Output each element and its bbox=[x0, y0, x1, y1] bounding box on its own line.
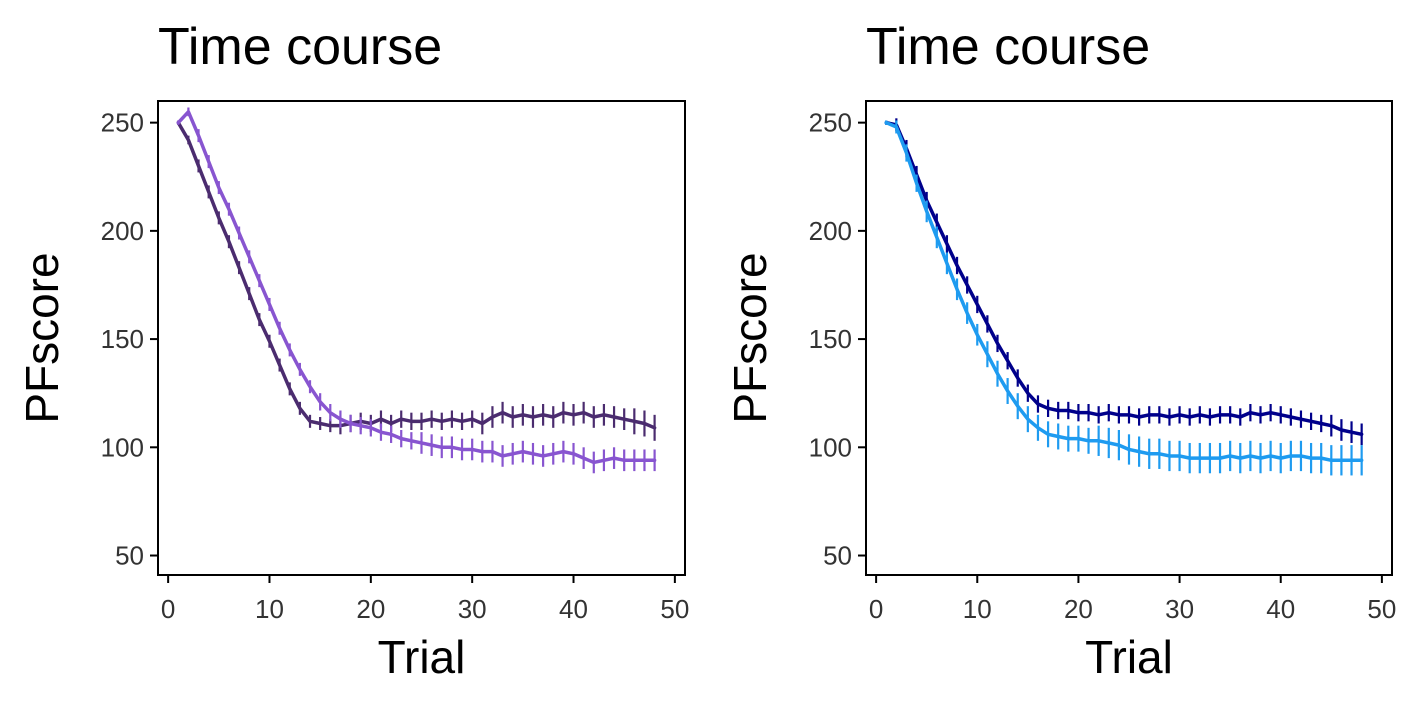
x-tick-label: 50 bbox=[1367, 594, 1396, 624]
x-tick-label: 50 bbox=[660, 594, 689, 624]
y-tick-label: 50 bbox=[823, 541, 852, 571]
x-tick-label: 20 bbox=[1064, 594, 1093, 624]
x-tick-label: 10 bbox=[255, 594, 284, 624]
x-tick-label: 10 bbox=[963, 594, 992, 624]
chart-panel-1: Time course 0 10 20 30 40 50 50 100 150 200 250 Tria… bbox=[16, 18, 689, 683]
x-axis-title: Trial bbox=[378, 631, 466, 683]
y-tick-label: 150 bbox=[101, 324, 144, 354]
x-axis-title: Trial bbox=[1085, 631, 1173, 683]
x-tick-label: 30 bbox=[458, 594, 487, 624]
x-tick-label: 40 bbox=[1266, 594, 1295, 624]
x-tick-label: 20 bbox=[356, 594, 385, 624]
series-line bbox=[884, 120, 1364, 437]
series-line bbox=[884, 120, 1364, 463]
chart-title: Time course bbox=[866, 18, 1150, 76]
x-tick-label: 30 bbox=[1165, 594, 1194, 624]
series-line bbox=[176, 110, 657, 465]
chart-title: Time course bbox=[158, 18, 442, 76]
series-1 bbox=[176, 120, 657, 441]
x-tick-label: 0 bbox=[161, 594, 175, 624]
plot-frame bbox=[157, 100, 686, 576]
y-tick-label: 100 bbox=[101, 432, 144, 462]
y-tick-label: 250 bbox=[101, 108, 144, 138]
y-axis-title: PFscore bbox=[16, 252, 68, 423]
plot-frame bbox=[865, 100, 1393, 576]
series-2 bbox=[176, 107, 657, 474]
y-tick-label: 50 bbox=[115, 541, 144, 571]
x-tick-label: 0 bbox=[869, 594, 883, 624]
y-tick-label: 200 bbox=[101, 216, 144, 246]
y-tick-label: 200 bbox=[809, 216, 852, 246]
x-tick-label: 40 bbox=[559, 594, 588, 624]
y-tick-label: 100 bbox=[809, 432, 852, 462]
y-tick-label: 150 bbox=[809, 324, 852, 354]
series-line bbox=[176, 120, 657, 430]
series-2 bbox=[884, 120, 1364, 476]
chart-panel-2: Time course 0 10 20 30 40 50 50 100 150 200 250 Tria… bbox=[724, 18, 1396, 683]
y-tick-label: 250 bbox=[809, 108, 852, 138]
y-axis-title: PFscore bbox=[724, 252, 776, 423]
